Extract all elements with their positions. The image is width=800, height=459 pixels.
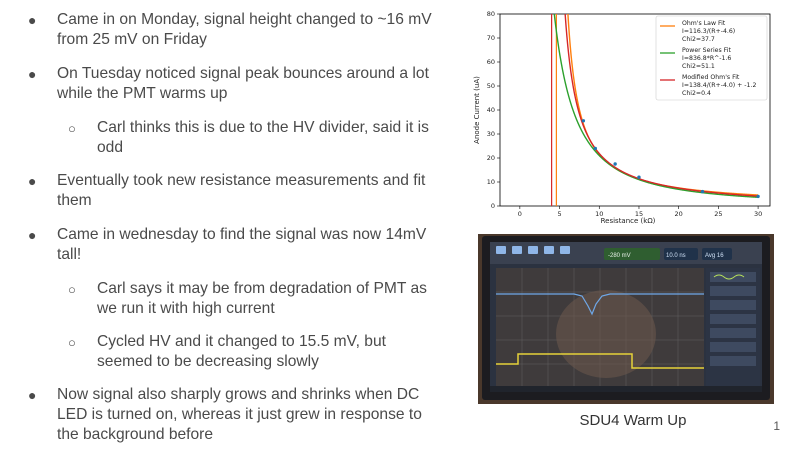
legend-chi2-ohm: Chi2=37.7 [682, 36, 715, 43]
sub-bullet-marker: ○ [68, 282, 76, 297]
bullet-text: Cycled HV and it changed to 15.5 mV, but… [97, 333, 386, 370]
legend-chi2-modified-ohm: Chi2=0.4 [682, 90, 711, 97]
bullet-marker: ● [28, 227, 37, 243]
oscilloscope-photo: -280 mV 10.0 ns Avg 16 [478, 234, 774, 404]
bullet-text: Carl says it may be from degradation of … [97, 280, 427, 317]
legend-label-power: Power Series Fit [682, 47, 731, 54]
scope-readout-average: Avg 16 [705, 253, 724, 259]
y-tick-label: 70 [487, 34, 495, 42]
data-point [700, 189, 705, 194]
legend-detail-ohm: I=116.3/(R+-4.6) [682, 28, 735, 35]
x-tick-label: 15 [635, 210, 643, 218]
x-tick-label: 10 [595, 210, 603, 218]
bullet-item: ● Eventually took new resistance measurem… [24, 171, 444, 211]
x-axis-label: Resistance (kΩ) [601, 217, 656, 225]
bullet-text: Now signal also sharply grows and shrink… [57, 386, 422, 443]
bullet-marker: ● [28, 12, 37, 28]
legend-detail-power: I=836.8*R^-1.6 [682, 55, 731, 62]
y-tick-label: 0 [491, 202, 495, 210]
anode-current-chart: 0 10 20 30 40 50 60 70 80 0 5 10 15 20 25 30 Resistanc… [473, 10, 771, 225]
page-number: 1 [773, 419, 780, 433]
y-tick-label: 50 [487, 82, 495, 90]
bullet-marker: ● [28, 66, 37, 82]
legend-chi2-power: Chi2=51.1 [682, 63, 715, 70]
bullet-text: Eventually took new resistance measureme… [57, 172, 426, 209]
scope-readout-trigger: -280 mV [608, 253, 631, 259]
x-tick-label: 5 [557, 210, 561, 218]
sub-bullet-item: ○ Cycled HV and it changed to 15.5 mV, bu… [24, 332, 444, 372]
bullet-item: ● Came in wednesday to find the signal wa… [24, 225, 444, 265]
photo-caption: SDU4 Warm Up [579, 412, 687, 429]
bullet-text: Came in wednesday to find the signal was… [57, 226, 427, 263]
data-point [756, 194, 760, 199]
bullet-marker: ● [28, 387, 37, 403]
data-point [593, 146, 597, 151]
x-tick-label: 25 [714, 210, 722, 218]
bullet-marker: ● [28, 173, 37, 189]
bullet-text: Carl thinks this is due to the HV divide… [97, 119, 429, 156]
data-point [581, 119, 586, 123]
y-tick-label: 30 [487, 130, 495, 138]
y-tick-label: 40 [487, 106, 495, 114]
data-point [613, 162, 617, 166]
y-tick-label: 20 [487, 154, 495, 162]
y-tick-label: 10 [487, 178, 495, 186]
legend-label-modified-ohm: Modified Ohm's Fit [682, 74, 740, 81]
legend-label-ohm: Ohm's Law Fit [682, 20, 726, 27]
bullet-item: ● Came in on Monday, signal height change… [24, 10, 444, 50]
fit-line-2 [564, 14, 759, 197]
x-tick-label: 30 [754, 210, 762, 218]
bullet-text: Came in on Monday, signal height changed… [57, 11, 432, 48]
y-tick-label: 60 [487, 58, 495, 66]
fit-line-1 [553, 14, 759, 198]
y-tick-label: 80 [487, 10, 495, 18]
sub-bullet-marker: ○ [68, 335, 76, 350]
chart-legend: Ohm's Law Fit I=116.3/(R+-4.6) Chi2=37.7… [655, 15, 768, 101]
scope-readout-timebase: 10.0 ns [666, 253, 686, 259]
bullet-item: ● Now signal also sharply grows and shrin… [24, 385, 444, 445]
x-tick-label: 20 [675, 210, 683, 218]
bullet-item: ● On Tuesday noticed signal peak bounces … [24, 64, 444, 104]
y-axis-label: Anode Current (uA) [473, 76, 481, 144]
sub-bullet-item: ○ Carl says it may be from degradation of… [24, 279, 444, 319]
bullet-text: On Tuesday noticed signal peak bounces a… [57, 65, 429, 102]
x-tick-label: 0 [518, 210, 522, 218]
sub-bullet-item: ○ Carl thinks this is due to the HV divid… [24, 118, 444, 158]
bullet-list: ● Came in on Monday, signal height change… [24, 10, 444, 459]
legend-detail-modified-ohm: I=138.4/(R+-4.0) + -1.2 [682, 82, 756, 89]
data-point [637, 175, 641, 179]
sub-bullet-marker: ○ [68, 121, 76, 136]
